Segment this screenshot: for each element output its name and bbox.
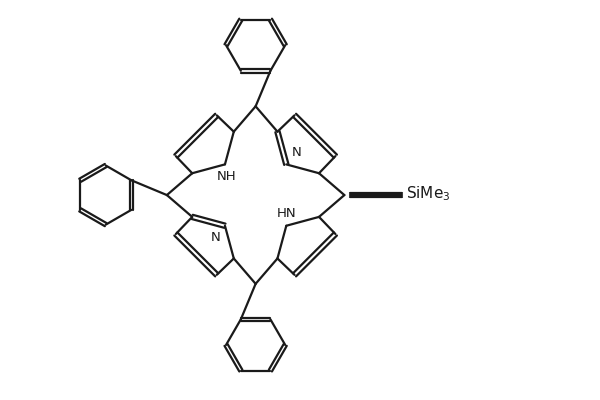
Text: N: N (292, 146, 302, 160)
Text: NH: NH (217, 170, 237, 183)
Text: N: N (211, 231, 221, 244)
Text: HN: HN (277, 207, 296, 220)
Text: SiMe$_3$: SiMe$_3$ (406, 185, 451, 204)
